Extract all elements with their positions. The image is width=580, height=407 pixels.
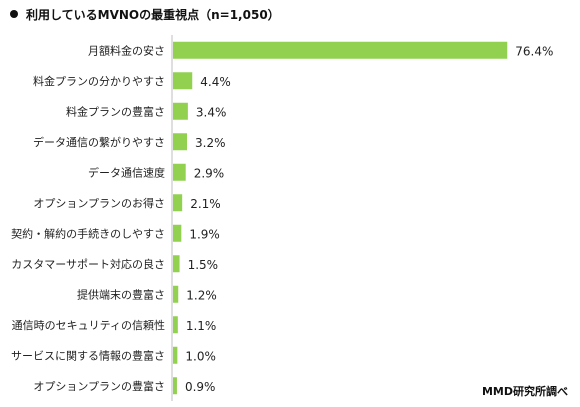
bar [173,346,178,364]
category-label: オプションプランのお得さ [33,197,165,210]
bar [173,316,178,334]
value-label: 2.1% [190,197,221,211]
value-label: 1.5% [188,258,219,272]
category-label: 料金プランの分かりやすさ [33,74,165,88]
bullet-icon [10,10,18,18]
bar [173,194,183,212]
bar [173,133,187,151]
chart-title-text: 利用しているMVNOの最重視点（n=1,050） [26,8,280,22]
bar [173,224,182,242]
bar [173,102,188,120]
category-label: 月額料金の安さ [88,43,165,57]
category-label: データ通信速度 [88,165,165,179]
value-label: 3.4% [196,105,227,119]
value-label: 0.9% [185,380,216,394]
value-label: 1.9% [189,227,220,241]
category-label: 提供端末の豊富さ [77,287,165,301]
bar [173,72,193,90]
category-label: 料金プランの豊富さ [66,104,165,118]
bar [173,377,177,395]
category-label: サービスに関する情報の豊富さ [11,348,165,362]
value-label: 1.1% [186,319,217,333]
bar [173,41,508,59]
bar [173,285,179,303]
source-credit: MMD研究所調べ [481,385,568,398]
value-label: 3.2% [195,136,226,150]
category-label: 契約・解約の手続きのしやすさ [11,226,165,240]
value-label: 4.4% [200,75,231,89]
category-label: カスタマーサポート対応の良さ [11,257,165,271]
bar [173,255,180,273]
bar [173,163,186,181]
chart-title: 利用しているMVNOの最重視点（n=1,050） [10,6,280,23]
value-label: 2.9% [194,166,225,180]
category-label: データ通信の繋がりやすさ [33,135,165,149]
value-label: 1.2% [186,288,217,302]
category-label: 通信時のセキュリティの信頼性 [12,318,165,332]
category-label: オプションプランの豊富さ [33,379,165,393]
value-label: 1.0% [185,349,216,363]
value-label: 76.4% [515,44,553,58]
